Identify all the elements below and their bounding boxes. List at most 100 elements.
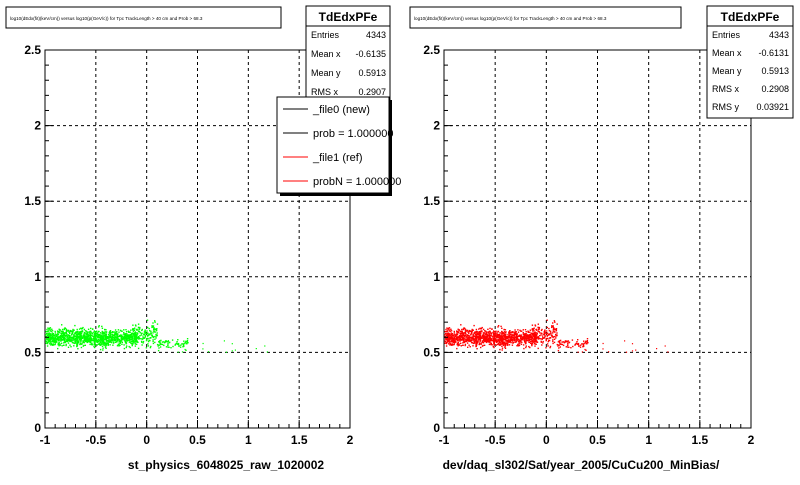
scatter-point [445,345,448,347]
scatter-point [449,333,451,335]
scatter-point [117,335,119,337]
scatter-point [70,340,72,343]
x-tick-label: -0.5 [485,433,506,447]
scatter-point [509,336,511,339]
scatter-point [223,340,225,342]
scatter-point [450,328,452,330]
scatter-point [130,342,132,344]
scatter-point [468,338,470,340]
scatter-point [133,338,135,340]
scatter-point [493,330,495,332]
scatter-point [127,336,129,338]
scatter-point [77,348,79,350]
scatter-point [76,343,78,345]
scatter-point [540,334,542,336]
scatter-point [51,328,53,330]
y-tick-label: 2 [433,119,440,133]
scatter-point [506,341,509,343]
scatter-point [543,337,545,339]
scatter-point [501,345,503,347]
scatter-point [149,339,151,342]
scatter-point [153,328,155,330]
scatter-point [504,329,507,331]
scatter-point [88,332,91,334]
scatter-point [531,344,533,347]
scatter-point [109,339,112,341]
scatter-point [537,330,539,333]
scatter-point [112,344,114,346]
scatter-point [118,340,120,342]
scatter-point [505,331,507,333]
scatter-point [529,329,531,331]
scatter-point [64,333,66,335]
scatter-point [495,337,498,339]
scatter-point [81,343,83,345]
scatter-point [111,338,113,340]
scatter-point [538,337,540,339]
scatter-point [97,330,100,333]
scatter-point [97,343,99,345]
scatter-point [92,344,94,346]
scatter-point [73,339,75,342]
scatter-point [144,331,147,333]
stats-label: RMS x [712,84,740,94]
scatter-point [584,341,587,343]
scatter-point [64,327,66,329]
scatter-point [567,342,569,345]
scatter-point [502,344,505,347]
scatter-point [458,343,460,345]
scatter-point [108,340,110,342]
scatter-point [60,342,63,344]
scatter-point [57,333,60,336]
scatter-point [98,325,100,327]
scatter-point [61,345,63,347]
scatter-point [531,341,533,343]
scatter-point [67,342,70,344]
scatter-point [185,340,187,342]
scatter-point [57,343,60,345]
scatter-point [456,333,459,336]
scatter-point [117,339,119,341]
y-tick-label: 0 [34,421,41,435]
scatter-point [548,330,551,332]
title-box: log10(dEdx(fit)(keV/cm)) versus log10(p(… [409,6,682,29]
scatter-point [446,327,448,329]
scatter-point [97,340,100,342]
scatter-point [70,330,72,333]
scatter-point [105,340,108,342]
scatter-point [449,344,451,346]
scatter-point [166,341,168,343]
scatter-point [493,334,495,337]
scatter-point [525,346,527,349]
scatter-point [47,339,50,341]
scatter-point [135,328,138,331]
scatter-point [120,330,122,332]
scatter-point [159,344,161,346]
scatter-point [99,341,101,343]
scatter-point [158,344,160,346]
scatter-point [478,343,480,345]
scatter-point [497,340,499,342]
scatter-point [54,332,57,334]
scatter-point [69,329,71,332]
scatter-point [556,334,558,336]
scatter-point [473,338,476,341]
scatter-point [448,334,450,336]
scatter-point [46,333,49,335]
scatter-point [465,336,467,338]
scatter-point [105,336,107,338]
scatter-point [534,339,536,341]
scatter-point [84,344,86,346]
scatter-point [460,345,462,347]
scatter-point [513,338,515,340]
scatter-point [586,341,588,343]
scatter-point [63,332,65,335]
scatter-point [187,342,189,344]
scatter-point [447,330,449,332]
scatter-points [444,319,669,353]
scatter-point [124,335,126,338]
scatter-point [64,332,66,334]
stats-label: RMS y [712,102,740,112]
scatter-point [129,331,131,333]
